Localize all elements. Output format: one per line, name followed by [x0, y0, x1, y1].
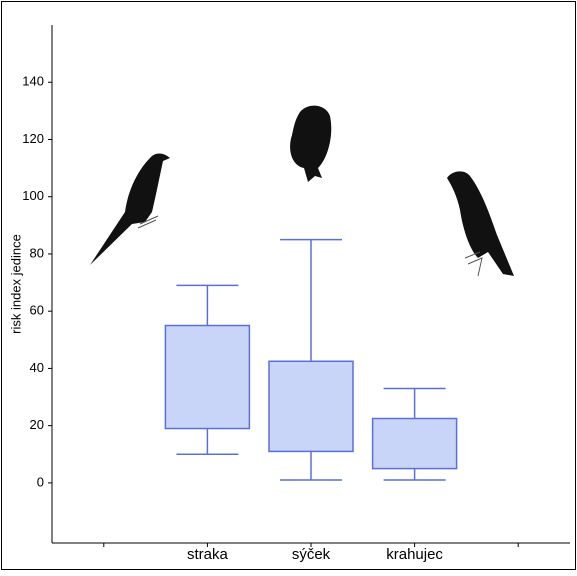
y-tick-label: 80: [30, 245, 44, 260]
y-tick-label: 20: [30, 417, 44, 432]
y-tick-label: 60: [30, 303, 44, 318]
box: [373, 419, 457, 469]
y-tick-label: 100: [22, 188, 44, 203]
frame: [2, 2, 576, 570]
y-tick-label: 140: [22, 74, 44, 89]
box: [165, 325, 249, 428]
y-axis-label: risk index jedince: [8, 234, 23, 334]
x-tick-label: sýček: [292, 546, 331, 563]
bird-straka: [90, 154, 170, 266]
box: [269, 361, 353, 451]
y-tick-label: 0: [37, 474, 44, 489]
bird-krahujec: [447, 171, 514, 276]
x-tick-label: straka: [187, 546, 229, 563]
chart: risk index jedince 0 20 40 60 80 100 120 140 str…: [0, 0, 577, 571]
x-tick-label: krahujec: [386, 546, 443, 563]
y-tick-label: 40: [30, 360, 44, 375]
y-tick-label: 120: [22, 131, 44, 146]
bird-sycek: [290, 106, 331, 182]
